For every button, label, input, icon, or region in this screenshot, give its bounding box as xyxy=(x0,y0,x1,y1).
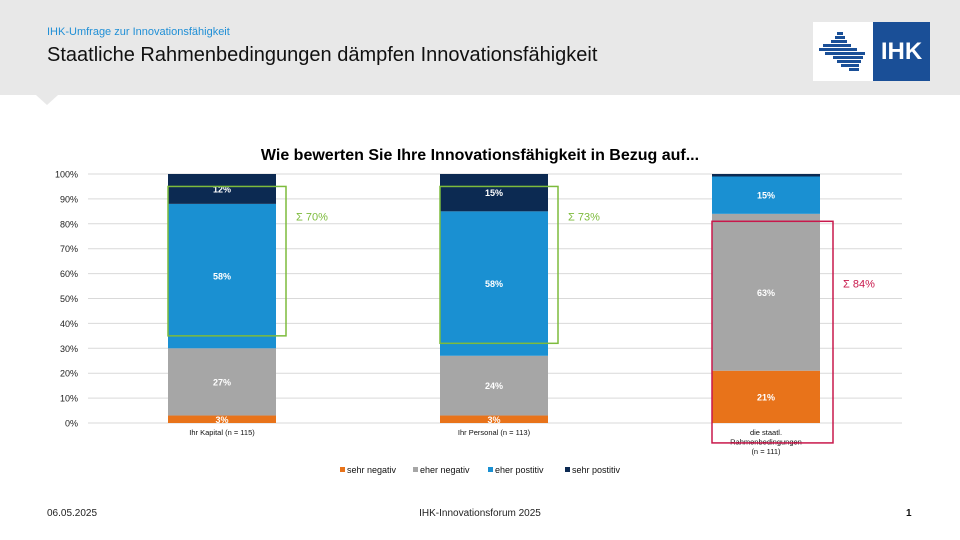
data-label: 3% xyxy=(487,415,500,425)
data-label: 15% xyxy=(485,188,503,198)
y-tick-label: 50% xyxy=(60,294,78,304)
bar-segment xyxy=(440,415,548,423)
y-tick-label: 70% xyxy=(60,244,78,254)
data-label: 58% xyxy=(213,272,231,282)
x-tick-label: Rahmenbedingungen xyxy=(730,438,802,447)
bar-segment xyxy=(440,211,548,356)
bar-segment xyxy=(712,174,820,177)
data-label: 15% xyxy=(757,191,775,201)
data-label: 58% xyxy=(485,279,503,289)
highlight-box xyxy=(711,220,834,444)
bar-segment xyxy=(168,203,276,349)
page-title: Staatliche Rahmenbedingungen dämpfen Inn… xyxy=(47,44,598,66)
legend-swatch xyxy=(413,467,418,472)
bar-segment xyxy=(712,370,820,423)
bar-segment xyxy=(168,348,276,416)
header-notch xyxy=(36,95,58,105)
header-bar: IHK-Umfrage zur Innovationsfähigkeit Sta… xyxy=(0,0,960,95)
x-tick-label: die staatl. xyxy=(750,428,782,437)
data-label: 27% xyxy=(213,377,231,387)
y-tick-label: 60% xyxy=(60,269,78,279)
ihk-logo: IHK xyxy=(813,22,930,81)
sum-annotation: Σ 73% xyxy=(568,211,600,223)
y-tick-label: 0% xyxy=(65,419,78,429)
y-tick-label: 80% xyxy=(60,219,78,229)
legend-swatch xyxy=(488,467,493,472)
legend-label: eher negativ xyxy=(420,465,470,475)
x-tick-label: Ihr Kapital (n = 115) xyxy=(189,428,255,437)
bar-segment xyxy=(168,415,276,423)
y-tick-label: 20% xyxy=(60,369,78,379)
legend-swatch xyxy=(340,467,345,472)
bar-segment xyxy=(712,213,820,371)
data-label: 63% xyxy=(757,288,775,298)
logo-box: IHK xyxy=(873,22,930,81)
y-tick-label: 40% xyxy=(60,319,78,329)
bar-segment xyxy=(440,355,548,416)
y-tick-label: 90% xyxy=(60,194,78,204)
y-tick-label: 100% xyxy=(55,170,78,180)
y-tick-label: 10% xyxy=(60,394,78,404)
y-tick-label: 30% xyxy=(60,344,78,354)
highlight-box xyxy=(167,185,287,337)
data-label: 12% xyxy=(213,184,231,194)
sum-annotation: Σ 84% xyxy=(843,278,875,290)
bar-segment xyxy=(168,174,276,204)
sum-annotation: Σ 70% xyxy=(296,211,328,223)
page-number: 1 xyxy=(906,508,912,519)
header-subtitle: IHK-Umfrage zur Innovationsfähigkeit xyxy=(47,26,230,38)
logo-map-icon xyxy=(819,32,865,71)
legend-label: eher postitiv xyxy=(495,465,544,475)
data-label: 24% xyxy=(485,381,503,391)
chart-title: Wie bewerten Sie Ihre Innovationsfähigke… xyxy=(261,147,699,164)
x-tick-label: Ihr Personal (n = 113) xyxy=(458,428,531,437)
footer-event: IHK-Innovationsforum 2025 xyxy=(419,508,541,519)
legend-swatch xyxy=(565,467,570,472)
bar-segment xyxy=(440,174,548,212)
legend-label: sehr negativ xyxy=(347,465,397,475)
bar-segment xyxy=(712,176,820,214)
x-tick-label: (n = 111) xyxy=(751,447,781,456)
legend-label: sehr postitiv xyxy=(572,465,621,475)
highlight-box xyxy=(439,185,559,345)
footer-date: 06.05.2025 xyxy=(47,508,98,519)
data-label: 21% xyxy=(757,392,775,402)
data-label: 3% xyxy=(215,415,228,425)
